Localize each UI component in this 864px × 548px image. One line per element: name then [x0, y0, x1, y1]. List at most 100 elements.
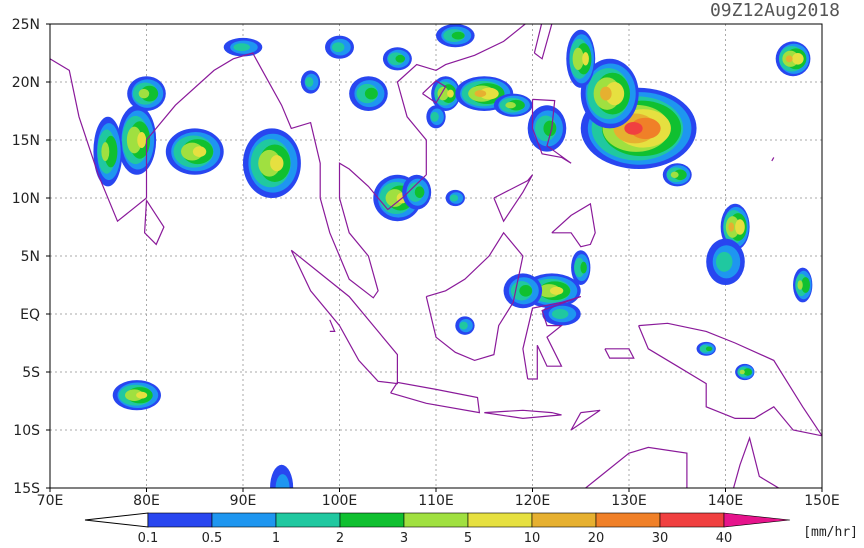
lat-label: 5S: [22, 365, 40, 381]
colorbar-label: 40: [716, 531, 733, 544]
lon-label: 140E: [708, 493, 744, 509]
title: 09Z12Aug2018: [710, 0, 840, 21]
rain-cell: [459, 321, 468, 330]
lon-label: 120E: [515, 493, 551, 509]
colorbar-unit: [mm/hr]: [803, 525, 858, 540]
coastline: [551, 202, 596, 248]
colorbar-box: [339, 512, 405, 528]
rain-cell: [792, 53, 804, 65]
coastline: [771, 157, 775, 162]
rain-cell: [801, 277, 810, 293]
lat-label: EQ: [20, 307, 40, 323]
rain-cell: [395, 54, 406, 63]
colorbar-box: [531, 512, 597, 528]
colorbar-label: 2: [336, 531, 344, 544]
rain-cell: [137, 131, 147, 149]
coastline: [604, 348, 635, 359]
rain-cell: [797, 280, 803, 290]
rain-cell: [739, 369, 745, 375]
coastline: [484, 409, 562, 420]
lon-label: 110E: [418, 493, 454, 509]
rain-cell: [743, 368, 753, 376]
rain-cell: [582, 52, 589, 66]
coastline: [570, 409, 601, 431]
lon-label: 150E: [804, 493, 840, 509]
coastline: [143, 199, 165, 246]
rain-cell: [580, 261, 587, 274]
colorbar-box: [467, 512, 533, 528]
colorbar-box: [147, 512, 213, 528]
colorbar-label: 1: [272, 531, 280, 544]
colorbar-label: 0.5: [202, 531, 223, 544]
rain-cell: [551, 309, 569, 319]
coastlines: [50, 24, 822, 488]
rain-cell: [600, 86, 612, 101]
colorbar-over: [723, 512, 791, 528]
rain-cell: [549, 286, 564, 295]
rain-cell: [136, 391, 148, 399]
lat-label: 10N: [12, 191, 40, 207]
lat-label: 10S: [13, 423, 40, 439]
colorbar-box: [659, 512, 725, 528]
rain-cell: [519, 285, 533, 297]
rain-cell: [705, 346, 713, 352]
rain-cell: [572, 47, 584, 70]
rain-cell: [543, 120, 557, 137]
rain-cell: [715, 251, 733, 272]
lat-label: 20N: [12, 75, 40, 91]
coastline: [425, 231, 524, 362]
rain-cell: [364, 87, 378, 100]
rain-cell: [785, 55, 793, 63]
lon-label: 80E: [133, 493, 160, 509]
rain-cell: [505, 102, 516, 109]
lat-label: 15N: [12, 133, 40, 149]
colorbar-box: [595, 512, 661, 528]
lon-label: 130E: [611, 493, 647, 509]
coastline: [422, 80, 447, 104]
colorbar-label: 5: [464, 531, 472, 544]
rain-cell: [414, 186, 425, 198]
rain-cell: [479, 87, 499, 100]
rain-cell: [101, 142, 110, 162]
colorbar-label: 30: [652, 531, 669, 544]
map-frame: [49, 23, 823, 489]
rain-cell: [604, 82, 625, 106]
lat-label: 25N: [12, 17, 40, 33]
lon-label: 70E: [37, 493, 64, 509]
colorbar-box: [403, 512, 469, 528]
rain-cell: [275, 474, 290, 488]
rain-cell: [451, 31, 465, 40]
colorbar-label: 10: [524, 531, 541, 544]
colorbar-label: 3: [400, 531, 408, 544]
coastline: [638, 322, 822, 437]
colorbar-box: [211, 512, 277, 528]
coastline: [493, 174, 534, 223]
coastline: [522, 296, 582, 380]
coastline: [290, 249, 398, 385]
rain-cell: [447, 89, 454, 98]
colorbar-box: [275, 512, 341, 528]
rain-cell: [474, 90, 487, 98]
rain-cell: [138, 88, 150, 99]
coastline: [390, 381, 481, 414]
rain-cell: [126, 126, 142, 154]
coastline: [531, 98, 572, 164]
rain-cell: [670, 171, 679, 178]
rain-cell: [728, 222, 735, 232]
coastline: [329, 319, 336, 332]
lon-label: 90E: [230, 493, 257, 509]
rain-cell: [624, 121, 643, 135]
rain-cell: [449, 194, 459, 202]
rain-cell: [233, 43, 250, 52]
rain-cell: [270, 155, 284, 172]
coastline: [533, 24, 553, 60]
lat-label: 5N: [21, 249, 40, 265]
colorbar: 0.1 0.5 1 2 3 5 10 20 30 40 [mm/hr]: [84, 512, 858, 546]
coastline: [584, 436, 780, 488]
rain-cell: [192, 146, 207, 157]
colorbar-label: 0.1: [138, 531, 159, 544]
rain-cell: [332, 42, 345, 53]
colorbar-label: 20: [588, 531, 605, 544]
